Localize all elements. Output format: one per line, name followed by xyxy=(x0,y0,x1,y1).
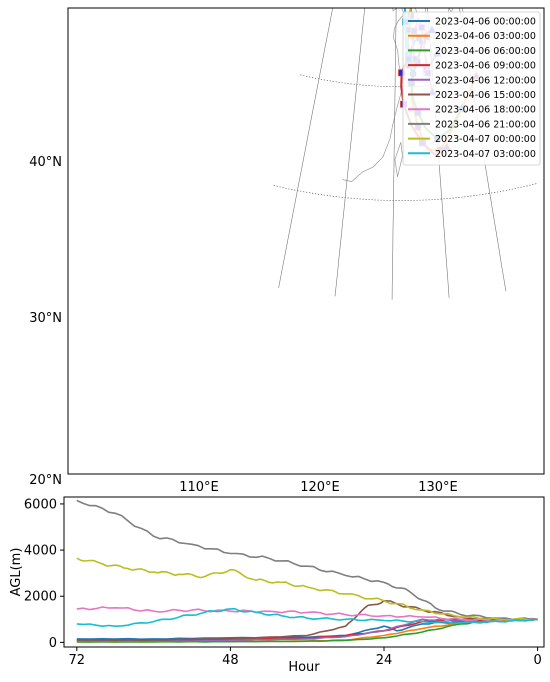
x-tick-label: 0 xyxy=(533,653,541,668)
y-tick-label: 6000 xyxy=(24,497,57,512)
x-tick-label: 72 xyxy=(69,653,86,668)
legend-box xyxy=(402,11,541,166)
longitude-line-110 xyxy=(334,8,366,297)
x-tick-label: 24 xyxy=(376,653,393,668)
height-series-line xyxy=(76,607,538,627)
legend-label: 2023-04-06 03:00:00 xyxy=(435,31,536,42)
legend: 2023-04-06 00:00:00 2023-04-06 03:00:00 20… xyxy=(402,11,541,166)
y-axis-label: AGL(m) xyxy=(9,548,24,597)
longitude-label: 130°E xyxy=(418,480,458,495)
legend-label: 2023-04-06 12:00:00 xyxy=(435,75,536,86)
latitude-line-20 xyxy=(273,183,538,201)
plot-background xyxy=(64,497,544,647)
longitude-label: 110°E xyxy=(179,480,219,495)
legend-label: 2023-04-06 09:00:00 xyxy=(435,61,536,72)
height-panel: 72 48 24 0 0 2000 4000 6000 Hour AGL(m) xyxy=(9,496,545,675)
longitude-label: 120°E xyxy=(300,480,340,495)
trajectory-map: 20°N 30°N 40°N 110°E 120°E 130°E 2023-04-06 0… xyxy=(29,7,545,495)
legend-label: 2023-04-06 06:00:00 xyxy=(435,46,536,57)
coastline-0 xyxy=(394,142,403,177)
legend-label: 2023-04-07 03:00:00 xyxy=(435,149,536,160)
latitude-label: 40°N xyxy=(29,155,62,170)
plot-frame xyxy=(63,496,545,648)
axis-ticks: 72 48 24 0 0 2000 4000 6000 xyxy=(24,497,542,668)
y-tick-label: 2000 xyxy=(24,590,57,605)
height-series-line xyxy=(76,606,538,622)
map-frame xyxy=(67,7,545,475)
latitude-label: 30°N xyxy=(29,311,62,326)
x-tick-label: 48 xyxy=(222,653,239,668)
legend-label: 2023-04-07 00:00:00 xyxy=(435,134,536,145)
height-series-line xyxy=(76,618,538,643)
height-series-line xyxy=(76,557,538,621)
legend-label: 2023-04-06 21:00:00 xyxy=(435,119,536,130)
map-graticule-labels: 20°N 30°N 40°N 110°E 120°E 130°E xyxy=(29,155,458,495)
height-lines xyxy=(76,499,538,643)
longitude-line-100 xyxy=(278,8,333,288)
y-tick-label: 0 xyxy=(49,636,57,651)
height-series-line xyxy=(76,499,538,621)
longitude-line-120 xyxy=(391,8,397,300)
legend-label: 2023-04-06 00:00:00 xyxy=(435,17,536,28)
height-series-line xyxy=(76,600,538,642)
legend-label: 2023-04-06 15:00:00 xyxy=(435,90,536,101)
x-axis-label: Hour xyxy=(288,660,320,675)
legend-label: 2023-04-06 18:00:00 xyxy=(435,105,536,116)
latitude-label: 20°N xyxy=(29,473,62,488)
y-tick-label: 4000 xyxy=(24,544,57,559)
